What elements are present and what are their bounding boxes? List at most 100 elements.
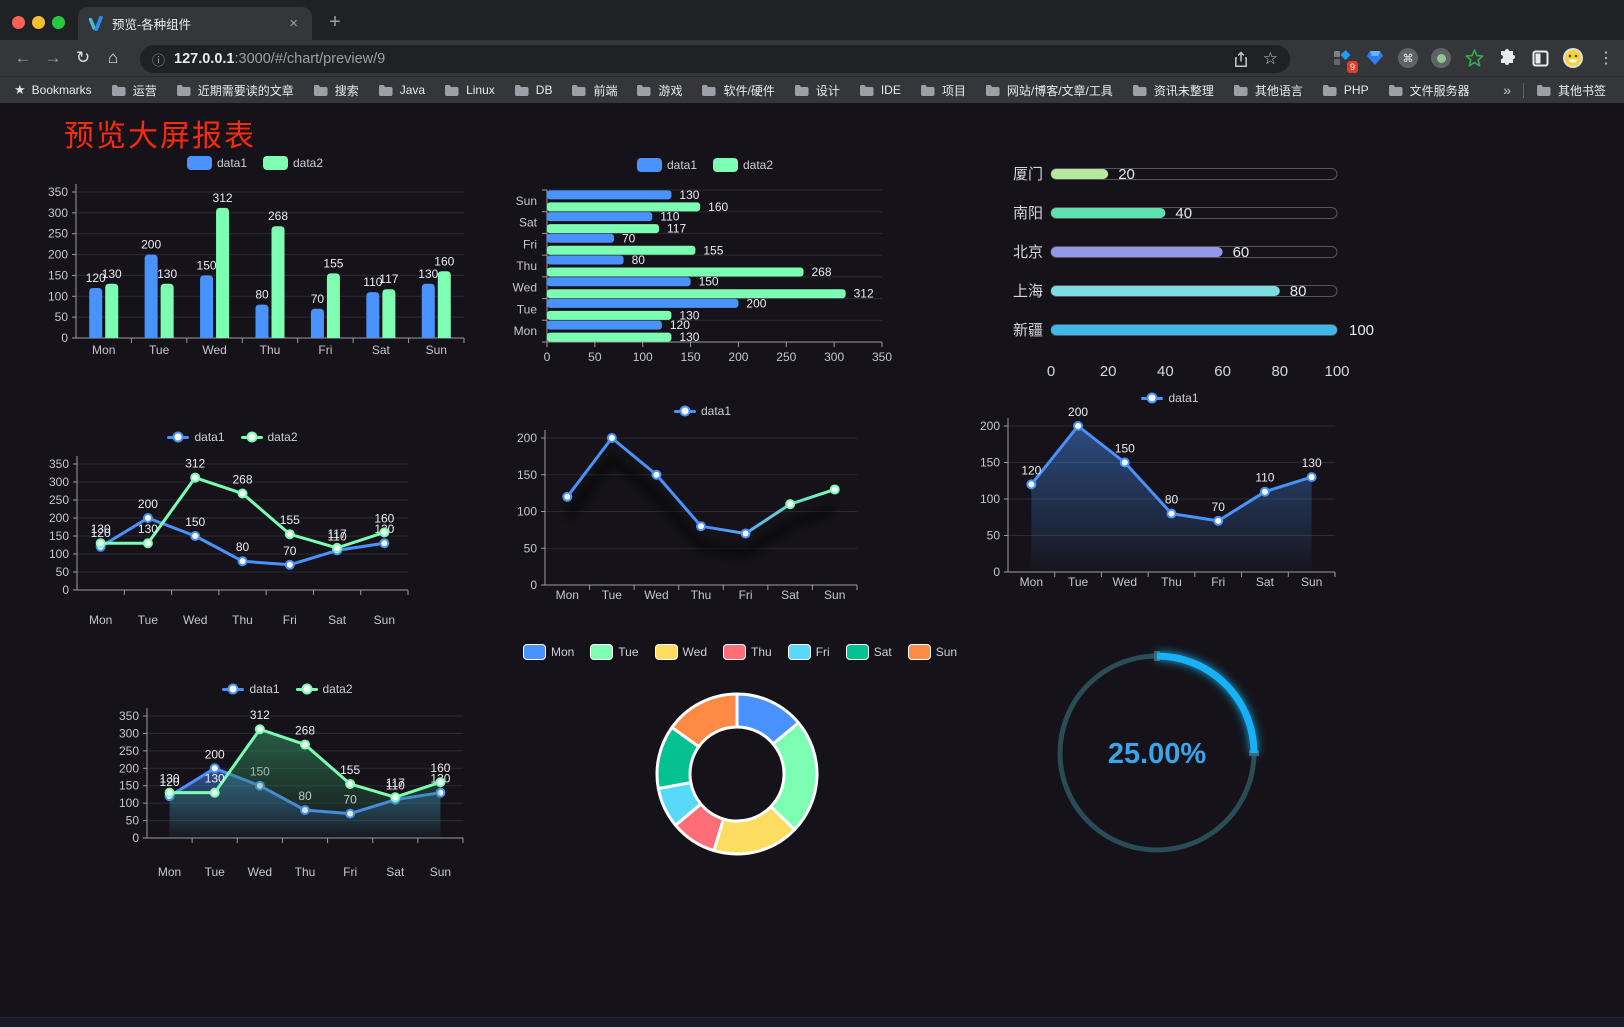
svg-text:200: 200 [746,296,766,310]
browser-tab[interactable]: 预览-各种组件 × [78,7,312,40]
bookmark-folder-项目[interactable]: 项目 [920,82,966,99]
back-icon[interactable]: ← [14,48,32,67]
legend-item-Sun[interactable]: Sun [907,644,957,660]
legend-item-Tue[interactable]: Tue [590,644,639,660]
legend-item-data1[interactable]: data1 [186,156,247,170]
bookmark-folder-前端[interactable]: 前端 [571,82,617,99]
bookmark-folder-IDE[interactable]: IDE [859,83,901,97]
legend-label: Wed [682,645,707,659]
capsule-progress-chart[interactable]: 厦门 20 南阳 40 北京 60 上海 80 新疆 100 0 20 40 60 80 100 [995,150,1395,388]
bookmark-folder-近期需要读的文章[interactable]: 近期需要读的文章 [176,82,294,99]
svg-text:100: 100 [49,547,69,561]
two-series-area-chart[interactable]: data1 data2 0 50 100 150 200 250 300 350 Mon Tue Wed… [100,670,475,892]
svg-text:Thu: Thu [295,865,316,879]
svg-text:120: 120 [670,318,690,332]
bookmark-folder-资讯未整理[interactable]: 资讯未整理 [1132,82,1214,99]
bookmark-folder-文件服务器[interactable]: 文件服务器 [1388,82,1470,99]
bookmark-star-icon[interactable]: ☆ [1262,49,1278,68]
legend-item-Mon[interactable]: Mon [522,644,574,660]
progress-gauge-chart[interactable]: 25.00% [1040,632,1280,884]
svg-text:Mon: Mon [1020,575,1043,589]
svg-text:Thu: Thu [516,259,537,273]
new-tab-button[interactable]: + [329,11,341,33]
legend-item-data2[interactable]: data2 [713,158,773,172]
bookmark-folder-软件/硬件[interactable]: 软件/硬件 [701,82,775,99]
horizontal-bar-chart[interactable]: data1 data2 0 50 100 150 200 250 300 350 Sun 130 160… [505,150,905,370]
chart-legend: data1 [960,391,1380,405]
bookmark-folder-Linux[interactable]: Linux [444,83,495,97]
bookmark-folder-运营[interactable]: 运营 [111,82,157,99]
command-circle-extension-icon[interactable]: ⌘ [1396,46,1420,70]
svg-text:Mon: Mon [89,613,112,627]
page-title: 预览大屏报表 [64,120,256,153]
legend-item-data1[interactable]: data1 [167,430,225,444]
bookmark-folder-网站/博客/文章/工具[interactable]: 网站/博客/文章/工具 [985,82,1113,99]
share-icon[interactable] [1233,50,1249,68]
svg-text:Wed: Wed [513,281,537,295]
svg-text:0: 0 [1047,363,1055,380]
legend-swatch-icon [787,644,811,660]
svg-text:160: 160 [374,511,394,525]
svg-text:Thu: Thu [1161,575,1182,589]
browser-menu-kebab-icon[interactable]: ⋮ [1598,50,1614,67]
address-bar[interactable]: ⓘ 127.0.0.1:3000/#/chart/preview/9 ☆ [140,45,1290,73]
legend-line-marker-icon [673,405,696,417]
legend-item-data1[interactable]: data1 [673,404,731,418]
bookmark-folder-label: 其他语言 [1254,83,1303,98]
window-minimize-button[interactable] [32,16,45,29]
legend-item-data2[interactable]: data2 [263,156,323,170]
legend-item-Fri[interactable]: Fri [787,644,830,660]
svg-text:Sun: Sun [374,613,395,627]
svg-text:Fri: Fri [318,343,332,357]
gradient-line-chart[interactable]: data1 0 50 100 150 200 Mon Tue Wed Thu Fri Sat Sun [505,398,900,612]
grouped-bar-chart[interactable]: data1 data2 0 50 100 150 200 250 300 350 Mon 120 130… [40,148,470,366]
svg-text:268: 268 [232,473,252,487]
puzzle-extension-icon[interactable] [1495,46,1519,70]
bookmark-folder-搜索[interactable]: 搜索 [313,82,359,99]
legend-item-data1[interactable]: data1 [636,158,697,172]
svg-text:70: 70 [1212,500,1226,514]
bookmarks-overflow-chevron[interactable]: » [1503,82,1511,98]
green-star-extension-icon[interactable] [1462,46,1486,70]
legend-item-Thu[interactable]: Thu [723,644,772,660]
bookmark-folder-其他语言[interactable]: 其他语言 [1233,82,1303,99]
svg-text:0: 0 [61,331,68,345]
site-info-icon[interactable]: ⓘ [152,52,166,68]
grid-diamond-extension-icon[interactable]: 9 [1330,46,1358,73]
bookmark-folder-label: PHP [1343,83,1369,97]
legend-item-data2[interactable]: data2 [240,430,298,444]
window-zoom-button[interactable] [52,16,65,29]
bookmark-folder-PHP[interactable]: PHP [1322,83,1369,97]
tab-close-icon[interactable]: × [289,15,298,32]
bookmarks-label[interactable]: Bookmarks [31,83,92,97]
donut-chart[interactable]: Mon Tue Wed Thu Fri Sat Sun [522,638,957,890]
svg-text:50: 50 [55,310,69,324]
contrast-square-extension-icon[interactable] [1528,46,1552,70]
chart-canvas: 0 50 100 150 200 Mon Tue Wed Thu Fri Sat Sun [517,430,858,602]
legend-item-data2[interactable]: data2 [295,682,353,696]
forward-icon[interactable]: → [44,48,62,67]
legend-line-marker-icon [1141,392,1164,404]
bookmark-folder-游戏[interactable]: 游戏 [636,82,682,99]
legend-label: data1 [216,156,247,170]
svg-text:300: 300 [49,475,69,489]
bookmark-folder-DB[interactable]: DB [514,83,552,97]
home-icon[interactable]: ⌂ [107,48,119,67]
svg-text:150: 150 [49,529,69,543]
other-bookmarks-folder[interactable]: 其他书签 [1536,82,1606,99]
emoji-face-extension-icon[interactable] [1561,46,1585,70]
bookmark-folder-设计[interactable]: 设计 [794,82,840,99]
legend-item-Sat[interactable]: Sat [845,644,892,660]
record-circle-extension-icon[interactable] [1429,46,1453,70]
gem-extension-icon[interactable] [1363,46,1387,70]
url-text[interactable]: 127.0.0.1:3000/#/chart/preview/9 [174,51,1219,67]
legend-item-data1[interactable]: data1 [1141,391,1199,405]
bookmark-folder-Java[interactable]: Java [378,83,425,97]
legend-item-data1[interactable]: data1 [222,682,280,696]
bookmarks-star-icon[interactable]: ★ [14,82,26,97]
legend-item-Wed[interactable]: Wed [654,644,707,660]
reload-icon[interactable]: ↻ [75,48,91,67]
area-line-chart[interactable]: data1 0 50 100 150 200 Mon Tue Wed Thu Fri Sat Sun 12… [960,388,1380,600]
window-close-button[interactable] [12,16,25,29]
multi-line-chart[interactable]: data1 data2 0 50 100 150 200 250 300 350 Mon Tue Wed… [45,426,420,638]
